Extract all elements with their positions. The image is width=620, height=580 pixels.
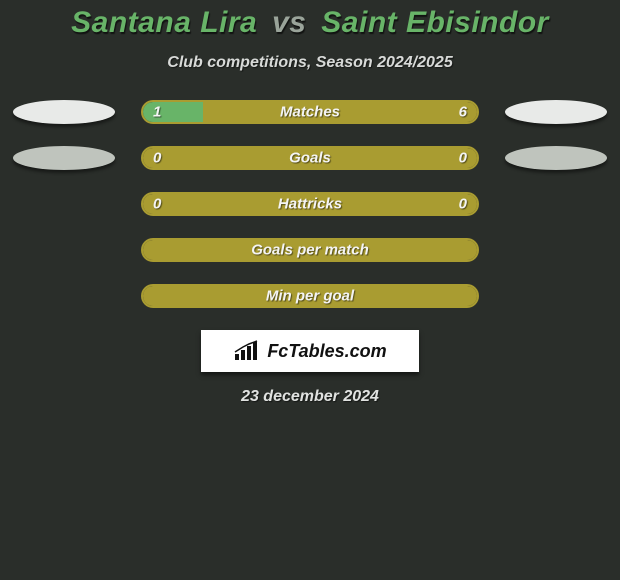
subtitle: Club competitions, Season 2024/2025: [0, 54, 620, 72]
stat-bar: Goals 0 0: [141, 146, 479, 170]
stat-bar: Hattricks 0 0: [141, 192, 479, 216]
value-right: 6: [459, 104, 467, 121]
badge-right: [505, 100, 607, 124]
vs-label: vs: [272, 6, 306, 39]
stat-bar: Goals per match: [141, 238, 479, 262]
stat-bar: Min per goal: [141, 284, 479, 308]
value-left: 0: [153, 150, 161, 167]
comparison-infographic: Santana Lira vs Saint Ebisindor Club com…: [0, 0, 620, 406]
stat-label: Hattricks: [278, 196, 342, 213]
stat-rows: Matches 1 6 Goals 0 0 Hattricks 0 0 Goals per mat…: [0, 100, 620, 308]
value-left: 0: [153, 196, 161, 213]
stat-row: Goals per match: [0, 238, 620, 262]
badge-right: [505, 146, 607, 170]
logo-box: FcTables.com: [201, 330, 419, 372]
value-right: 0: [459, 150, 467, 167]
value-right: 0: [459, 196, 467, 213]
stat-label: Goals per match: [251, 242, 369, 259]
player2-name: Saint Ebisindor: [321, 6, 549, 39]
player1-name: Santana Lira: [71, 6, 257, 39]
stat-label: Min per goal: [266, 288, 354, 305]
bar-chart-icon: [233, 340, 261, 362]
stat-bar: Matches 1 6: [141, 100, 479, 124]
badge-left: [13, 146, 115, 170]
stat-label: Goals: [289, 150, 331, 167]
stat-row: Hattricks 0 0: [0, 192, 620, 216]
stat-row: Goals 0 0: [0, 146, 620, 170]
badge-left: [13, 100, 115, 124]
bar-fill-right: [203, 102, 477, 122]
stat-row: Min per goal: [0, 284, 620, 308]
logo-text: FcTables.com: [267, 341, 386, 362]
stat-label: Matches: [280, 104, 340, 121]
stat-row: Matches 1 6: [0, 100, 620, 124]
date-label: 23 december 2024: [0, 388, 620, 406]
value-left: 1: [153, 104, 161, 121]
page-title: Santana Lira vs Saint Ebisindor: [0, 6, 620, 40]
